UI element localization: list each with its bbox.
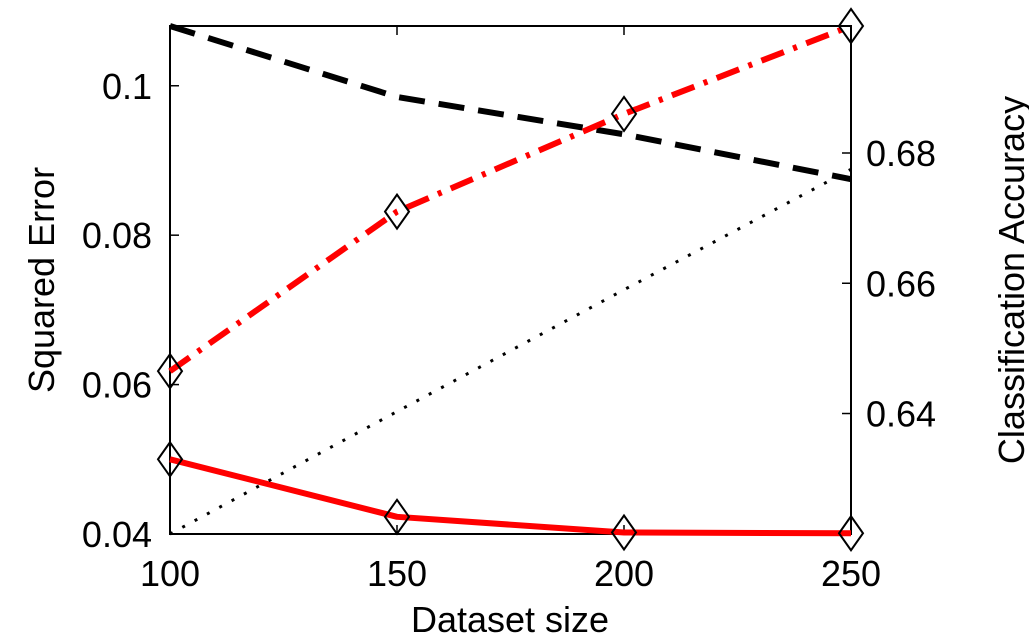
- series-line-dashed: [169, 23, 852, 183]
- series-layer: [168, 23, 853, 537]
- x-tick-label: 100: [140, 553, 200, 594]
- data-point-marker: [383, 498, 411, 536]
- data-point-marker: [156, 352, 184, 390]
- plot-area: [169, 25, 852, 535]
- x-tick-label: 150: [367, 553, 427, 594]
- x-axis-title: Dataset size: [411, 599, 609, 640]
- y-left-tick-label: 0.08: [82, 215, 152, 256]
- y-axis-left-title: Squared Error: [21, 167, 62, 393]
- data-point-marker: [156, 440, 184, 479]
- y-left-tick-label: 0.04: [82, 514, 152, 555]
- series-line-dashdot: [168, 23, 853, 374]
- x-tick-label: 250: [821, 553, 881, 594]
- y-axis-right-title: Classification Accuracy: [991, 96, 1029, 464]
- data-point-marker: [610, 513, 638, 552]
- y-right-tick-label: 0.68: [866, 133, 936, 174]
- series-line-dotted: [169, 167, 852, 536]
- data-point-marker: [610, 95, 638, 133]
- y-right-tick-label: 0.66: [866, 263, 936, 304]
- markers-layer: [156, 7, 865, 552]
- y-left-tick-label: 0.1: [102, 66, 152, 107]
- data-point-marker: [837, 514, 865, 552]
- x-tick-label: 200: [594, 553, 654, 594]
- data-point-marker: [837, 7, 865, 45]
- y-left-tick-label: 0.06: [82, 365, 152, 406]
- y-right-tick-label: 0.64: [866, 394, 936, 435]
- series-line-solid: [169, 456, 852, 537]
- tick-labels: 100 150 200 250 0.04 0.06 0.08 0.1 0.64 0.66 0.68: [82, 66, 936, 594]
- data-point-marker: [383, 192, 411, 231]
